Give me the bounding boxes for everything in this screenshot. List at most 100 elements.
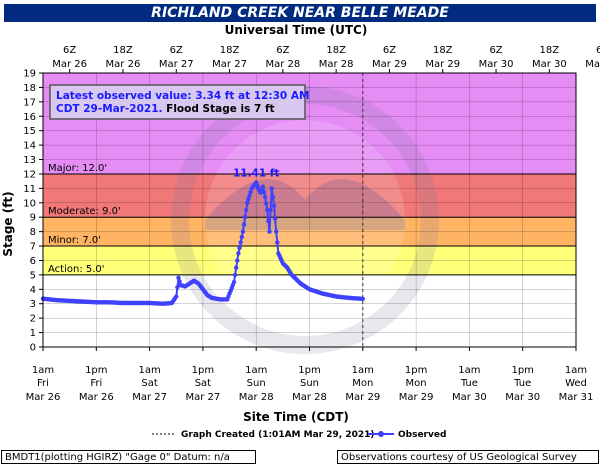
flood-category-label: Action: 5.0' <box>48 264 105 275</box>
bottom-tick-dow: Fri <box>90 378 102 389</box>
flood-category-labels: Major: 12.0' Moderate: 9.0' Minor: 7.0' Act… <box>48 163 121 275</box>
observed-point <box>232 272 238 278</box>
bottom-tick-time: 1pm <box>298 365 320 376</box>
y-tick-label: 2 <box>30 314 36 325</box>
bottom-tick-dow: Tue <box>460 378 478 389</box>
bottom-tick-time: 1am <box>138 365 160 376</box>
observed-point <box>247 193 252 198</box>
top-tick-date: Mar 27 <box>212 59 247 70</box>
top-tick-date: Mar 31 <box>585 59 600 70</box>
observed-point <box>239 234 244 240</box>
top-tick-date: Mar 27 <box>159 59 194 70</box>
bottom-tick-time: 1am <box>458 365 480 376</box>
top-tick-date: Mar 28 <box>265 59 300 70</box>
observed-point <box>246 197 251 202</box>
observed-point <box>275 240 280 245</box>
title-bar <box>4 4 596 22</box>
y-tick-label: 1 <box>30 328 36 339</box>
y-tick-label: 6 <box>30 256 36 267</box>
observed-point <box>360 296 365 301</box>
top-tick-date: Mar 26 <box>52 59 87 70</box>
info-box: Latest observed value: 3.34 ft at 12:30 … <box>49 84 309 120</box>
y-axis-title: Stage (ft) <box>1 191 15 256</box>
top-tick-time: 6Z <box>489 45 502 56</box>
footer-attribution: Observations courtesy of US Geological S… <box>337 450 599 464</box>
top-tick-time: 6Z <box>170 45 183 56</box>
observed-point <box>177 279 182 284</box>
top-tick-date: Mar 26 <box>106 59 141 70</box>
observed-point <box>261 189 267 195</box>
y-tick-label: 11 <box>23 184 36 195</box>
observed-point <box>270 194 276 200</box>
bottom-tick-dow: Sat <box>195 378 211 389</box>
observed-point <box>236 251 241 256</box>
bottom-tick-dow: Mon <box>352 378 373 389</box>
x-axis-title: Site Time (CDT) <box>243 410 349 424</box>
y-tick-label: 3 <box>30 299 36 310</box>
bottom-tick-time: 1am <box>352 365 374 376</box>
y-tick-label: 18 <box>23 83 36 94</box>
bottom-tick-date: Mar 29 <box>345 392 380 403</box>
observed-point <box>242 215 248 220</box>
top-tick-date: Mar 29 <box>425 59 460 70</box>
observed-point <box>248 189 253 195</box>
top-tick-date: Mar 30 <box>479 59 514 70</box>
flood-band-2 <box>43 217 576 247</box>
bottom-tick-time: 1pm <box>192 365 214 376</box>
flood-category-label: Moderate: 9.0' <box>48 206 121 217</box>
bottom-tick-date: Mar 27 <box>186 392 221 403</box>
observed-point <box>237 245 242 251</box>
observed-point <box>240 229 246 234</box>
y-tick-label: 7 <box>30 242 36 253</box>
bottom-tick-date: Mar 29 <box>399 392 434 403</box>
bottom-tick-time: 1pm <box>511 365 533 376</box>
top-tick-date: Mar 28 <box>319 59 354 70</box>
bottom-tick-date: Mar 30 <box>452 392 487 403</box>
y-tick-label: 15 <box>23 126 36 137</box>
bottom-tick-date: Mar 26 <box>26 392 61 403</box>
graph-created-legend-label: Graph Created (1:01AM Mar 29, 2021) <box>181 430 374 440</box>
observed-point <box>244 207 249 213</box>
observed-point <box>176 275 181 280</box>
observed-point <box>260 184 266 190</box>
observed-point <box>245 200 250 205</box>
bottom-tick-date: Mar 30 <box>505 392 540 403</box>
observed-point <box>268 207 273 213</box>
info-date: CDT 29-Mar-2021. <box>56 103 163 115</box>
bottom-tick-dow: Sat <box>141 378 157 389</box>
y-tick-label: 8 <box>30 227 36 238</box>
top-tick-time: 18Z <box>540 45 560 56</box>
bottom-tick-dow: Tue <box>513 378 531 389</box>
bottom-tick-time: 1pm <box>85 365 107 376</box>
bottom-tick-date: Mar 28 <box>239 392 274 403</box>
footer-datum-info: BMDT1(plotting HGIRZ) "Gage 0" Datum: n/… <box>1 450 256 464</box>
top-tick-date: Mar 29 <box>372 59 407 70</box>
top-tick-time: 6Z <box>596 45 600 56</box>
bottom-tick-dow: Fri <box>37 378 49 389</box>
info-flood-stage-text: Flood Stage is 7 ft <box>166 103 274 115</box>
observed-point <box>241 222 247 227</box>
bottom-tick-time: 1pm <box>405 365 427 376</box>
bottom-tick-dow: Mon <box>406 378 427 389</box>
flood-band-1 <box>43 173 576 218</box>
observed-series <box>40 180 365 306</box>
observed-point <box>269 186 274 191</box>
flood-band-3 <box>43 246 576 275</box>
observed-point <box>267 229 272 234</box>
bottom-tick-dow: Wed <box>565 378 587 389</box>
y-tick-label: 4 <box>30 285 36 296</box>
top-tick-time: 18Z <box>220 45 240 56</box>
observed-legend-marker <box>378 431 384 437</box>
observed-point <box>264 201 269 206</box>
top-tick-time: 18Z <box>113 45 133 56</box>
legend: Graph Created (1:01AM Mar 29, 2021) Obse… <box>152 430 446 440</box>
flood-category-bands <box>43 73 576 275</box>
bottom-tick-time: 1am <box>245 365 267 376</box>
info-box-frame <box>49 84 306 120</box>
y-tick-label: 5 <box>30 270 36 281</box>
y-tick-label: 10 <box>23 198 36 209</box>
top-tick-time: 6Z <box>276 45 289 56</box>
y-tick-label: 13 <box>23 155 36 166</box>
y-tick-label: 19 <box>23 69 36 80</box>
top-axis-title: Universal Time (UTC) <box>225 23 368 37</box>
